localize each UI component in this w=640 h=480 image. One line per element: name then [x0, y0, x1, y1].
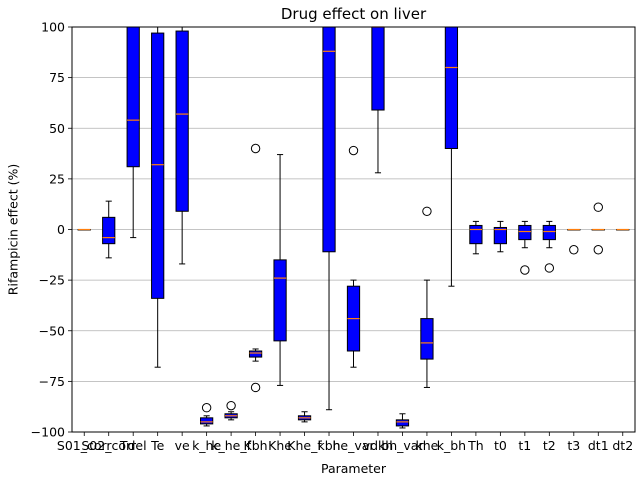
box-bh_var: [395, 413, 410, 429]
y-tick-label: −100: [31, 425, 65, 440]
x-tick-label: k_he: [192, 438, 221, 453]
box-body: [493, 226, 507, 245]
box-Khe: [273, 154, 287, 386]
box-dt1: [591, 202, 605, 255]
box-body: [542, 224, 556, 241]
box-t0: [493, 220, 507, 253]
x-tick-label: t0: [494, 438, 507, 453]
x-tick-label: t3: [567, 438, 580, 453]
outlier-point: [250, 143, 261, 154]
y-tick-label: 25: [49, 171, 65, 186]
y-tick-label: 50: [49, 121, 65, 136]
box-body: [175, 30, 189, 212]
x-tick-label: Khe_f: [287, 438, 322, 453]
y-tick-label: 100: [41, 20, 65, 35]
box-body: [200, 417, 214, 425]
x-tick-label: S01_corr: [57, 438, 113, 453]
outlier-point: [422, 206, 432, 216]
box-series: [77, 26, 630, 429]
y-axis: −100 −75 −50 −25 0 25 50 75 100: [31, 20, 72, 440]
box-body: [371, 26, 385, 111]
x-tick-label: he_var: [332, 438, 375, 453]
x-tick-label: dt2: [612, 438, 633, 453]
x-tick-label: Te: [150, 438, 165, 453]
x-tick-label: kbh: [317, 438, 340, 453]
box-body: [395, 419, 410, 427]
box-body: [420, 318, 434, 360]
box-body: [151, 32, 165, 299]
outlier-point: [569, 245, 579, 255]
outlier-point: [520, 265, 530, 275]
outlier-point: [201, 403, 212, 413]
x-tick-label: S02_corr: [81, 438, 137, 453]
x-tick-label: k_bh: [437, 438, 466, 453]
box-body: [102, 216, 116, 245]
x-tick-label: t1: [518, 438, 531, 453]
outlier-point: [593, 245, 603, 255]
x-tick-label: Tdel: [119, 438, 147, 453]
box-body: [126, 26, 140, 168]
box-body: [248, 350, 263, 358]
box-t1: [518, 220, 532, 275]
x-tick-label: dt1: [588, 438, 609, 453]
box-Kbh: [248, 143, 263, 393]
x-axis-label: Parameter: [321, 461, 387, 476]
box-S02_corr: [102, 200, 116, 259]
box-dt2: [616, 228, 630, 231]
box-khe: [420, 206, 434, 388]
box-body: [518, 224, 532, 241]
box-Te: [151, 26, 165, 368]
y-tick-label: 75: [49, 70, 65, 85]
y-tick-label: −50: [39, 323, 65, 338]
x-tick-label: khe: [416, 438, 439, 453]
box-S01_corr: [77, 228, 91, 231]
box-body: [444, 26, 459, 149]
outlier-point: [348, 145, 359, 156]
chart-title: Drug effect on liver: [281, 5, 427, 23]
box-k_he: [200, 403, 214, 427]
x-tick-label: t2: [543, 438, 556, 453]
box-body: [273, 259, 287, 342]
y-axis-label: Rifampicin effect (%): [6, 164, 21, 295]
outlier-point: [226, 400, 236, 411]
x-tick-label: Khe: [268, 438, 292, 453]
box-t2: [542, 220, 556, 273]
box-he_var: [346, 145, 361, 368]
box-Khe_f: [297, 411, 312, 423]
outlier-point: [593, 202, 603, 212]
outlier-point: [544, 263, 555, 273]
box-body: [469, 224, 483, 245]
box-t3: [567, 228, 581, 255]
x-tick-label: ve: [175, 438, 190, 453]
x-tick-label: vdkh: [363, 438, 394, 453]
box-k_he_f: [224, 400, 238, 421]
x-tick-label: Th: [467, 438, 484, 453]
y-tick-label: −75: [39, 374, 65, 389]
y-tick-label: 0: [57, 222, 65, 237]
box-body: [322, 26, 336, 253]
outlier-point: [250, 382, 261, 393]
x-tick-label: bh_var: [381, 438, 424, 453]
x-tick-label: k_he_f: [211, 438, 251, 453]
x-tick-label: Kbh: [244, 438, 268, 453]
box-ve: [175, 26, 189, 265]
box-Th: [469, 220, 483, 255]
y-tick-label: −25: [39, 273, 65, 288]
